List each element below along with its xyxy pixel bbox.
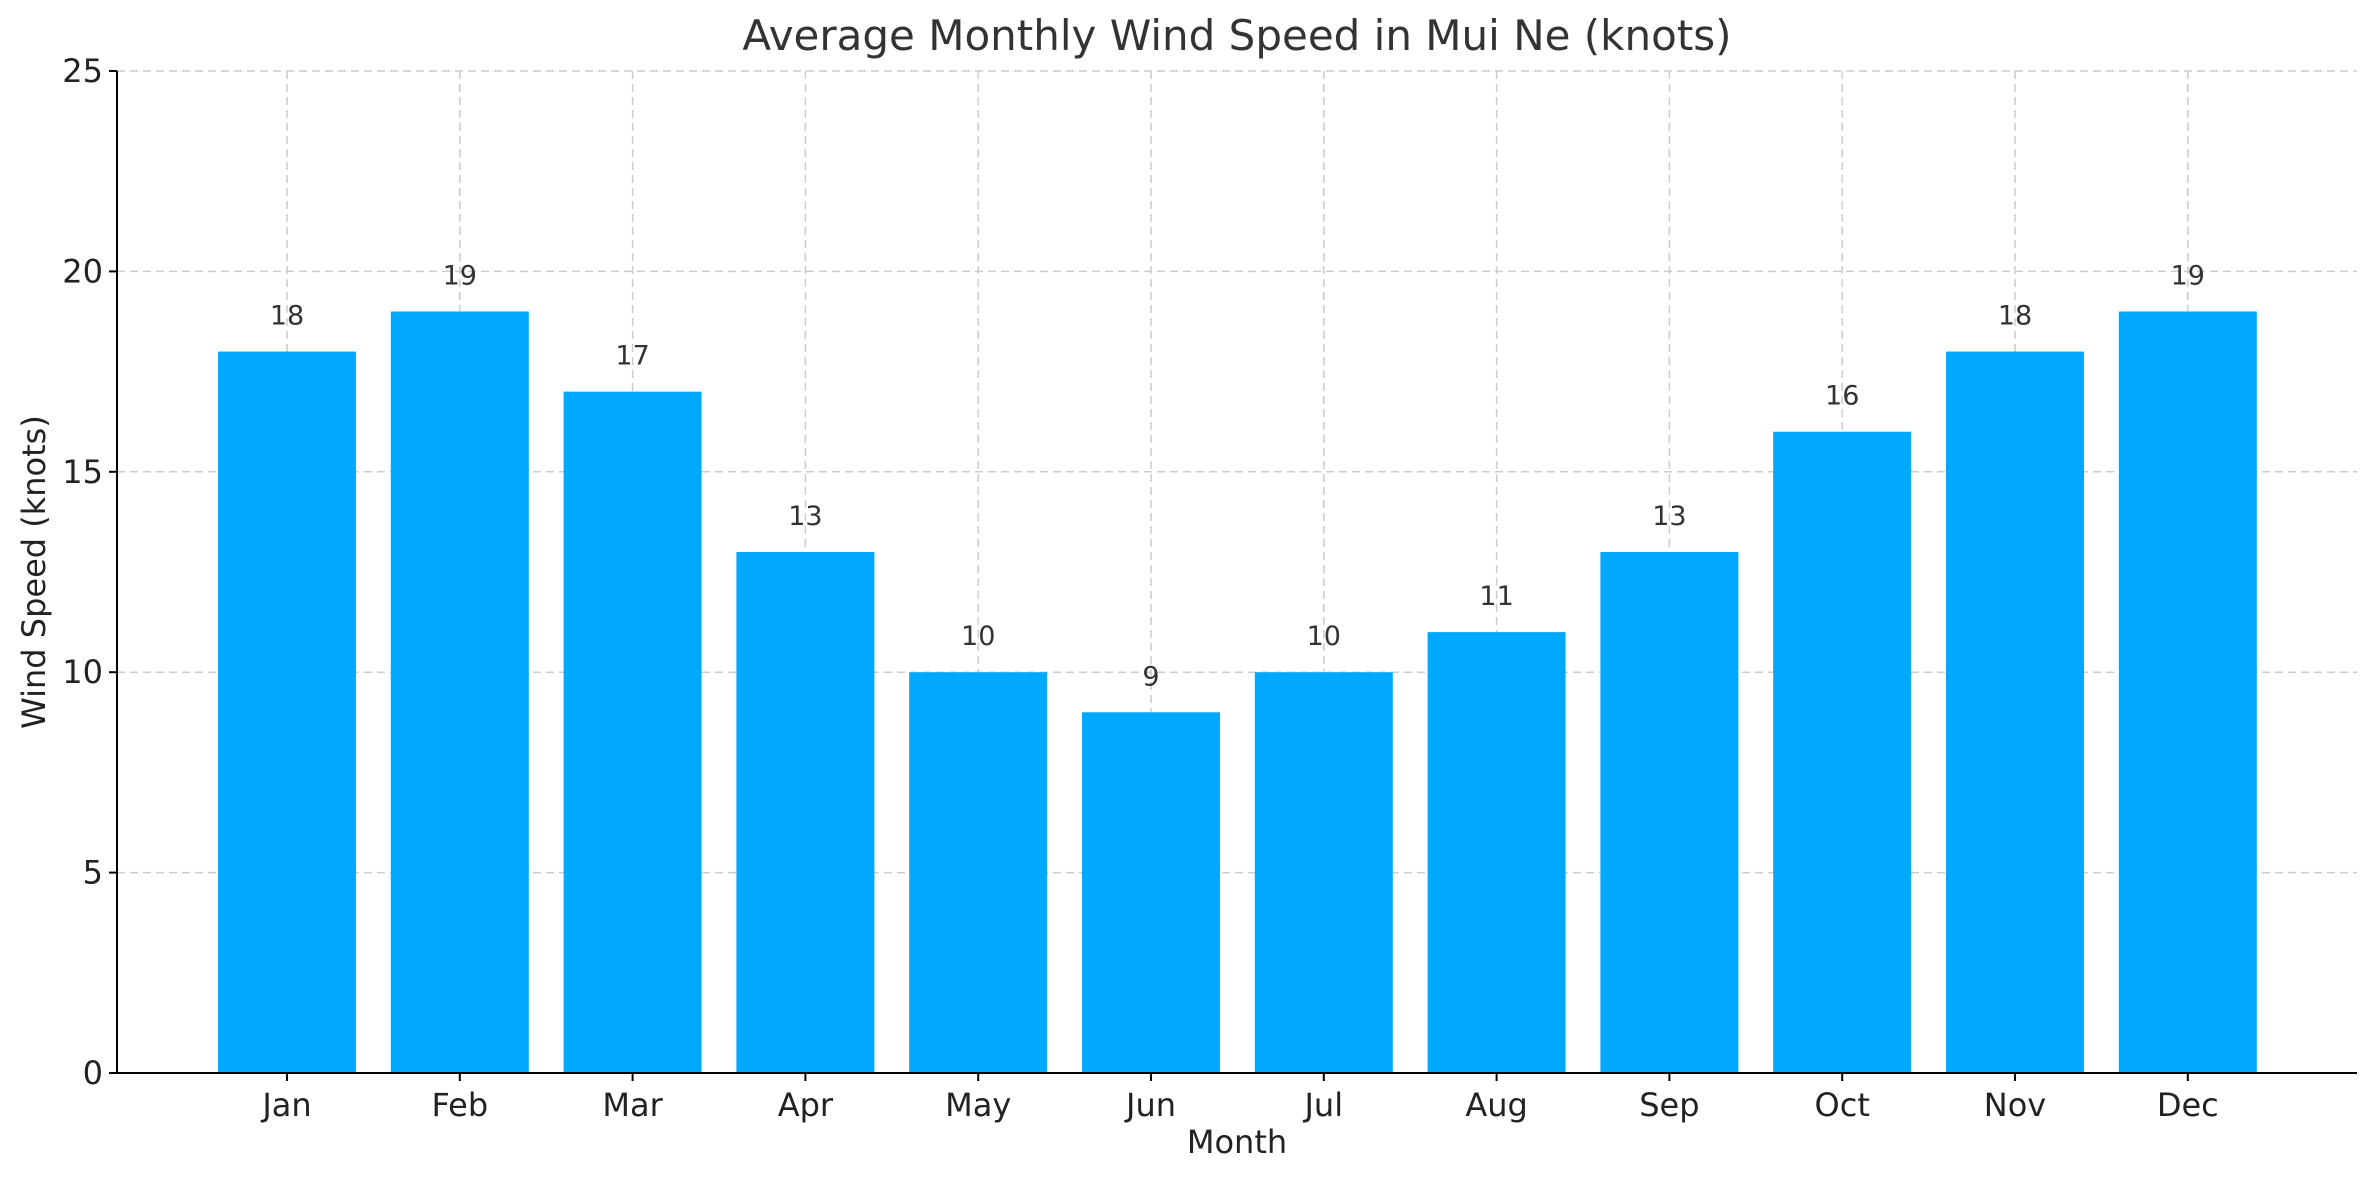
- y-tick-label: 20: [62, 252, 103, 290]
- bar-jul: [1254, 672, 1393, 1073]
- data-label-aug: 11: [1479, 581, 1513, 612]
- bar-jun: [1082, 712, 1220, 1073]
- data-label-feb: 19: [443, 260, 477, 291]
- x-tick-label-jun: Jun: [1124, 1086, 1176, 1124]
- x-tick-label-may: May: [945, 1086, 1011, 1124]
- bar-aug: [1427, 632, 1566, 1073]
- data-label-may: 10: [961, 621, 995, 652]
- x-tick-label-dec: Dec: [2157, 1086, 2219, 1124]
- data-label-dec: 19: [2171, 260, 2205, 291]
- data-label-nov: 18: [1998, 301, 2032, 332]
- data-label-mar: 17: [615, 341, 649, 372]
- x-tick-label-aug: Aug: [1465, 1086, 1527, 1124]
- x-tick-label-sep: Sep: [1639, 1086, 1699, 1124]
- y-tick-label: 25: [62, 52, 103, 90]
- data-label-jun: 9: [1142, 661, 1159, 692]
- bar-oct: [1773, 431, 1912, 1074]
- x-tick-label-oct: Oct: [1815, 1086, 1870, 1124]
- data-label-jan: 18: [270, 301, 304, 332]
- bar-jan: [218, 351, 356, 1073]
- bars-layer: [218, 311, 2257, 1074]
- bar-dec: [2118, 311, 2257, 1074]
- y-axis-label: Wind Speed (knots): [15, 415, 53, 729]
- y-tick-label: 5: [83, 854, 103, 892]
- bar-nov: [1946, 351, 2084, 1073]
- bar-apr: [736, 551, 875, 1073]
- bar-mar: [563, 391, 702, 1073]
- y-tick-label: 15: [62, 453, 103, 491]
- data-label-apr: 13: [788, 501, 822, 532]
- y-tick-label: 10: [62, 653, 103, 691]
- axes-layer: [109, 70, 2357, 1081]
- x-tick-label-jan: Jan: [260, 1086, 311, 1124]
- x-tick-label-mar: Mar: [602, 1086, 663, 1124]
- y-tick-label: 0: [83, 1054, 103, 1092]
- data-label-jul: 10: [1307, 621, 1341, 652]
- bar-sep: [1600, 551, 1739, 1073]
- x-tick-label-apr: Apr: [778, 1086, 834, 1124]
- x-axis-label: Month: [1187, 1123, 1287, 1161]
- labels-layer: 0 5 10 15 20 25 18 19 17 13 10 9 10 11 13 16 18 19 Jan Feb M…: [62, 52, 2218, 1124]
- x-tick-label-nov: Nov: [1984, 1086, 2046, 1124]
- x-tick-label-feb: Feb: [431, 1086, 488, 1124]
- data-label-sep: 13: [1652, 501, 1686, 532]
- bar-feb: [390, 311, 529, 1074]
- bar-may: [909, 672, 1048, 1073]
- data-label-oct: 16: [1825, 381, 1859, 412]
- chart-title: Average Monthly Wind Speed in Mui Ne (kn…: [742, 11, 1731, 60]
- x-tick-label-jul: Jul: [1302, 1086, 1343, 1124]
